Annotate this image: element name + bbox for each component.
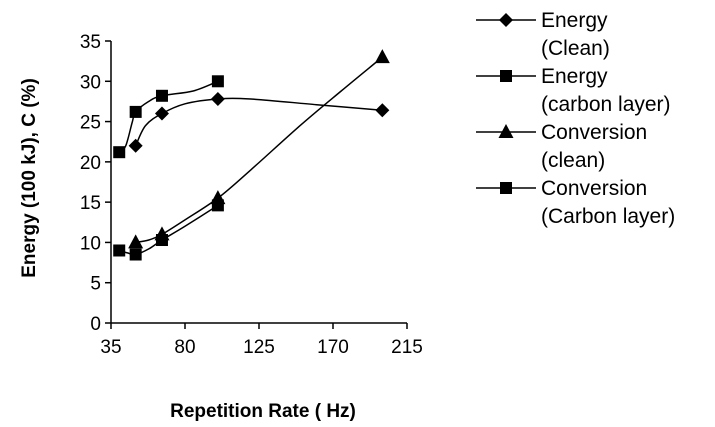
y-tick-label: 35 <box>80 32 101 53</box>
data-point <box>155 234 168 247</box>
y-tick-label: 15 <box>80 193 101 214</box>
legend-label: Energy <box>541 65 608 88</box>
series-2 <box>113 75 224 159</box>
series-line <box>135 97 383 147</box>
data-point <box>129 248 142 261</box>
legend-label: Energy <box>541 9 608 32</box>
legend-marker <box>500 182 512 194</box>
legend-label: Conversion <box>541 177 647 200</box>
legend-label: (carbon layer) <box>541 93 671 116</box>
legend-item-4: Conversion (Carbon layer) <box>476 177 675 228</box>
y-axis-label: Energy (100 kJ), C (%) <box>19 78 40 278</box>
y-tick-label: 30 <box>80 72 101 93</box>
series-3 <box>128 49 390 249</box>
data-point <box>129 105 142 118</box>
legend-label: Conversion <box>541 121 647 144</box>
data-point <box>375 103 390 118</box>
x-tick-label: 215 <box>391 337 423 358</box>
legend-item-2: Energy (carbon layer) <box>476 65 671 116</box>
x-tick-label: 35 <box>100 337 121 358</box>
series-line <box>135 56 383 244</box>
series-layer <box>113 49 390 261</box>
data-point <box>154 106 169 121</box>
y-tick-label: 10 <box>80 233 101 254</box>
data-point <box>128 138 143 153</box>
legend-item-1: Energy (Clean) <box>476 9 610 60</box>
data-point <box>211 199 224 212</box>
data-point <box>374 49 390 64</box>
legend-marker <box>499 13 513 27</box>
axes: 0 5 10 15 20 25 30 35 35 80 125 170 215 <box>80 32 423 358</box>
x-tick-label: 170 <box>317 337 349 358</box>
legend-marker <box>500 70 512 82</box>
data-point <box>128 234 144 249</box>
y-tick-label: 5 <box>90 274 101 295</box>
x-axis-label: Repetition Rate ( Hz) <box>170 401 356 422</box>
series-1 <box>128 92 390 153</box>
legend: Energy (Clean) Energy (carbon layer) Convers… <box>476 9 675 228</box>
series-4 <box>113 199 224 261</box>
data-point <box>113 244 126 257</box>
legend-label: (clean) <box>541 149 605 172</box>
data-point <box>210 92 225 107</box>
series-line <box>118 204 219 256</box>
legend-marker <box>498 124 514 138</box>
x-tick-label: 80 <box>174 337 195 358</box>
legend-label: (Carbon layer) <box>541 205 675 228</box>
legend-item-3: Conversion (clean) <box>476 121 647 172</box>
data-point <box>155 89 168 102</box>
y-tick-label: 25 <box>80 113 101 134</box>
y-tick-label: 20 <box>80 153 101 174</box>
y-tick-label: 0 <box>90 314 101 335</box>
x-tick-label: 125 <box>243 337 275 358</box>
legend-label: (Clean) <box>541 37 610 60</box>
data-point <box>211 75 224 88</box>
data-point <box>113 146 126 159</box>
